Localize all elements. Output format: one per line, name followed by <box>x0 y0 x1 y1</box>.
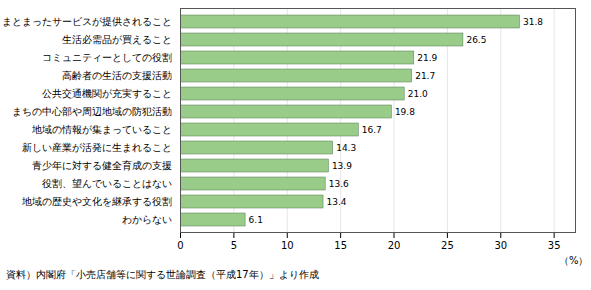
svg-text:まちの中心部や周辺地域の防犯活動: まちの中心部や周辺地域の防犯活動 <box>12 106 172 117</box>
svg-text:31.8: 31.8 <box>523 17 543 27</box>
svg-text:35: 35 <box>548 240 561 251</box>
svg-text:30: 30 <box>494 240 507 251</box>
svg-text:青少年に対する健全育成の支援: 青少年に対する健全育成の支援 <box>32 160 172 171</box>
svg-text:0: 0 <box>177 240 183 251</box>
svg-text:わからない: わからない <box>122 214 172 225</box>
svg-text:19.8: 19.8 <box>395 107 415 117</box>
svg-text:26.5: 26.5 <box>466 35 486 45</box>
svg-text:25: 25 <box>441 240 454 251</box>
svg-text:新しい産業が活発に生まれること: 新しい産業が活発に生まれること <box>22 142 172 153</box>
svg-text:13.9: 13.9 <box>332 161 352 171</box>
svg-text:役割、望んでいることはない: 役割、望んでいることはない <box>42 178 172 189</box>
svg-text:21.9: 21.9 <box>417 53 437 63</box>
svg-text:21.7: 21.7 <box>415 71 435 81</box>
svg-text:地域の情報が集まっていること: 地域の情報が集まっていること <box>31 124 172 135</box>
svg-text:13.6: 13.6 <box>329 179 349 189</box>
svg-text:13.4: 13.4 <box>327 197 347 207</box>
svg-text:10: 10 <box>281 240 294 251</box>
svg-text:高齢者の生活の支援活動: 高齢者の生活の支援活動 <box>62 70 172 81</box>
svg-text:コミュニティーとしての役割: コミュニティーとしての役割 <box>42 52 172 63</box>
svg-text:公共交通機関が充実すること: 公共交通機関が充実すること <box>42 88 172 99</box>
svg-text:21.0: 21.0 <box>408 89 428 99</box>
svg-text:16.7: 16.7 <box>362 125 382 135</box>
html-text:資料）内閣府「小売店舗等に関する世論調査（平成17年）」より: 資料）内閣府「小売店舗等に関する世論調査（平成17年）」より作成 <box>6 269 319 280</box>
svg-text:まとまったサービスが提供されること: まとまったサービスが提供されること <box>2 16 172 27</box>
svg-text:20: 20 <box>388 240 401 251</box>
svg-text:14.3: 14.3 <box>336 143 356 153</box>
svg-text:（%）: （%） <box>559 255 589 266</box>
svg-text:5: 5 <box>231 240 237 251</box>
svg-text:15: 15 <box>334 240 347 251</box>
svg-text:地域の歴史や文化を継承する役割: 地域の歴史や文化を継承する役割 <box>21 196 172 207</box>
svg-text:6.1: 6.1 <box>249 215 263 225</box>
svg-text:生活必需品が買えること: 生活必需品が買えること <box>62 34 172 45</box>
